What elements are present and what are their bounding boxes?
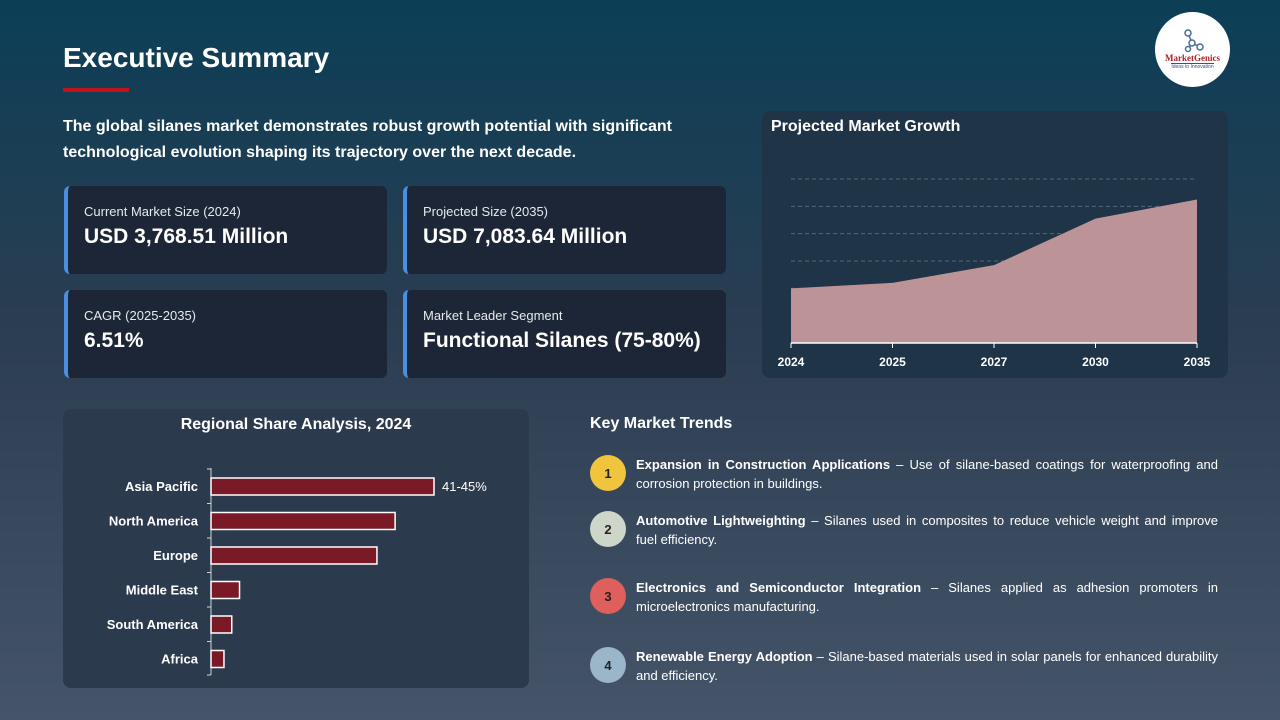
logo-name: MarketGenics: [1165, 53, 1220, 63]
cagr-card: CAGR (2025-2035) 6.51%: [64, 290, 387, 378]
trend-item: 2 Automotive Lightweighting – Silanes use…: [590, 511, 1218, 549]
data-label: 41-45%: [442, 479, 487, 494]
bar: [210, 511, 396, 531]
growth-chart-panel: Projected Market Growth 2024 2025 2027 2030…: [762, 111, 1228, 378]
trend-description: – Use of silane-based coatings for water…: [636, 457, 1218, 491]
card-label: Projected Size (2035): [423, 204, 549, 219]
trend-item: 4 Renewable Energy Adoption – Silane-base…: [590, 647, 1218, 685]
trend-title: Renewable Energy Adoption: [636, 649, 813, 664]
trend-text: Electronics and Semiconductor Integratio…: [636, 578, 1218, 616]
leader-segment-card: Market Leader Segment Functional Silanes …: [403, 290, 726, 378]
page-title: Executive Summary: [63, 42, 330, 73]
regional-chart-panel: Regional Share Analysis, 2024 Asia Pacif…: [63, 409, 529, 688]
trend-text: Renewable Energy Adoption – Silane-based…: [636, 647, 1218, 685]
growth-chart: 2024 2025 2027 2030 2035: [778, 178, 1211, 369]
current-size-card: Current Market Size (2024) USD 3,768.51 M…: [64, 186, 387, 274]
card-value: USD 3,768.51 Million: [84, 225, 289, 248]
trend-text: Automotive Lightweighting – Silanes used…: [636, 511, 1218, 549]
trend-title: Electronics and Semiconductor Integratio…: [636, 580, 922, 595]
x-tick-label: 2027: [981, 355, 1008, 369]
trend-text: Expansion in Construction Applications –…: [636, 455, 1218, 493]
x-tick-label: 2024: [778, 355, 805, 369]
intro-text: The global silanes market demonstrates r…: [63, 118, 672, 161]
x-tick-label: 2025: [879, 355, 906, 369]
category-label: North America: [109, 514, 199, 529]
card-label: Market Leader Segment: [423, 308, 563, 323]
growth-chart-title: Projected Market Growth: [771, 118, 961, 135]
bar: [210, 580, 241, 600]
logo-tagline: Ideas to Innovation: [1171, 63, 1214, 70]
regional-chart: Asia Pacific 41-45% North America Europe Mid…: [107, 468, 487, 676]
trend-description: – Silanes used in composites to reduce v…: [636, 513, 1218, 547]
title-underline: [63, 88, 129, 92]
bar: [210, 649, 225, 669]
category-label: Asia Pacific: [125, 479, 198, 494]
logo: MarketGenics Ideas to Innovation: [1155, 12, 1230, 87]
card-label: Current Market Size (2024): [84, 204, 241, 219]
trend-title: Expansion in Construction Applications: [636, 457, 891, 472]
trend-description: – Silanes applied as adhesion promoters …: [636, 580, 1218, 614]
trend-description: – Silane-based materials used in solar p…: [636, 649, 1218, 683]
trend-item: 3 Electronics and Semiconductor Integrati…: [590, 578, 1218, 616]
bar: [210, 615, 233, 634]
category-label: South America: [107, 617, 199, 632]
x-tick-label: 2030: [1082, 355, 1109, 369]
trend-item: 1 Expansion in Construction Applications …: [590, 455, 1218, 493]
trend-number-badge: 3: [590, 578, 626, 614]
card-value: 6.51%: [84, 329, 144, 352]
trend-number-badge: 2: [590, 511, 626, 547]
projected-size-card: Projected Size (2035) USD 7,083.64 Millio…: [403, 186, 726, 274]
bar: [210, 546, 378, 565]
bar: [210, 477, 435, 496]
x-tick-label: 2035: [1184, 355, 1211, 369]
trend-number-badge: 4: [590, 647, 626, 683]
card-value: USD 7,083.64 Million: [423, 225, 628, 248]
trend-title: Automotive Lightweighting: [636, 513, 806, 528]
category-label: Africa: [161, 652, 199, 667]
card-label: CAGR (2025-2035): [84, 308, 196, 323]
category-label: Europe: [153, 548, 198, 563]
area-series: [791, 199, 1197, 343]
trend-number-badge: 1: [590, 455, 626, 491]
card-value: Functional Silanes (75-80%): [423, 329, 701, 352]
category-label: Middle East: [126, 583, 199, 598]
regional-chart-title: Regional Share Analysis, 2024: [180, 416, 412, 433]
network-icon: [1183, 29, 1204, 53]
trends-title: Key Market Trends: [590, 415, 733, 432]
